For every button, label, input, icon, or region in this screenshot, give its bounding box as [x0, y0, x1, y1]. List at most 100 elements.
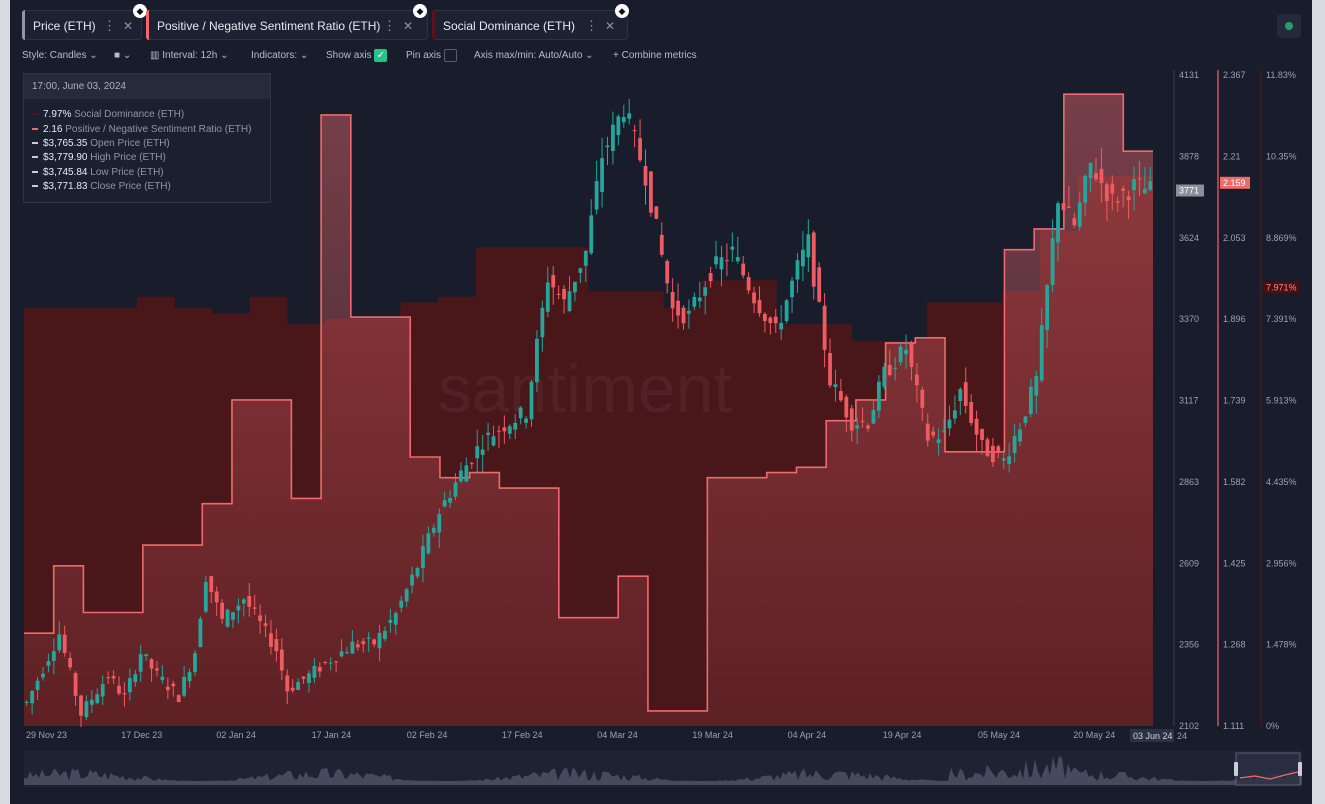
price-candle — [1050, 238, 1055, 285]
tab-price[interactable]: Price (ETH) ⋮ ✕ ◆ — [22, 4, 147, 40]
price-candle — [763, 313, 767, 321]
x-tick-label: 17 Jan 24 — [312, 730, 352, 740]
checkbox-empty-icon[interactable] — [443, 48, 457, 62]
price-candle — [350, 641, 355, 654]
price-candle — [497, 430, 501, 432]
price-candle — [89, 699, 94, 705]
navigator-selection — [1235, 752, 1301, 786]
price-candle — [1148, 181, 1153, 190]
more-options-icon[interactable]: ⋮ — [383, 18, 396, 33]
legend-label: Open Price (ETH) — [90, 138, 170, 149]
price-candle — [904, 349, 908, 355]
legend-row: $3,771.83 Close Price (ETH) — [32, 181, 171, 192]
price-candle — [882, 366, 887, 387]
price-candle — [415, 567, 420, 577]
price-candle — [252, 607, 257, 609]
price-candle — [1072, 218, 1077, 226]
price-candle — [1012, 436, 1017, 454]
dominance-tick-label: 7.391% — [1266, 314, 1297, 324]
price-candle — [345, 652, 349, 654]
range-navigator[interactable] — [24, 751, 1302, 787]
legend-value: 7.97% — [43, 109, 72, 120]
price-candle — [551, 275, 556, 288]
price-candle — [1007, 456, 1012, 465]
price-candle — [480, 449, 485, 455]
price-candle — [866, 425, 870, 429]
close-icon[interactable]: ✕ — [403, 19, 414, 33]
color-dropdown[interactable]: ■ ⌄ — [114, 46, 131, 66]
price-candle — [453, 482, 458, 497]
price-candle — [844, 396, 849, 418]
price-candle — [100, 684, 105, 697]
price-tick-label: 3370 — [1179, 314, 1199, 324]
price-candle — [746, 277, 751, 291]
price-candle — [388, 619, 393, 623]
price-candle — [513, 422, 518, 430]
price-candle — [225, 609, 230, 627]
tooltip-date: 17:00, June 03, 2024 — [24, 74, 270, 99]
sentiment-line — [24, 93, 1153, 712]
axis-maxmin-dropdown[interactable]: Axis max/min: Auto/Auto ⌄ — [474, 46, 594, 66]
price-candle — [665, 261, 670, 284]
price-candle — [589, 215, 594, 254]
price-candle — [974, 418, 979, 435]
pin-axis-label: Pin axis — [406, 50, 442, 61]
status-dot-icon — [1285, 22, 1293, 30]
price-candle — [176, 695, 181, 703]
ethereum-icon: ◆ — [133, 4, 147, 18]
price-candle — [459, 470, 463, 482]
indicators-dropdown[interactable]: Indicators: ⌄ — [251, 46, 308, 66]
price-candle — [491, 436, 496, 446]
sentiment-tick-label: 1.739 — [1223, 396, 1246, 406]
navigator-handle-left — [1234, 762, 1238, 776]
price-candle — [562, 289, 566, 300]
price-candle — [328, 662, 333, 664]
more-options-icon[interactable]: ⋮ — [103, 18, 116, 33]
price-candle — [567, 291, 572, 312]
price-candle — [632, 130, 637, 132]
volume-area — [24, 756, 1302, 785]
price-candle — [258, 615, 263, 622]
dominance-tick-label: 5.913% — [1266, 396, 1297, 406]
price-candle — [165, 686, 170, 691]
price-candle — [73, 673, 78, 696]
interval-dropdown[interactable]: ▥ Interval: 12h ⌄ — [150, 46, 228, 66]
price-candle — [475, 446, 480, 459]
price-candle — [583, 250, 588, 266]
price-candle — [990, 445, 995, 463]
price-candle — [285, 675, 290, 692]
combine-metrics-button[interactable]: + Combine metrics — [613, 46, 697, 66]
price-candle — [578, 268, 583, 273]
price-candle — [57, 634, 62, 651]
price-tick-label: 3878 — [1179, 151, 1199, 161]
price-candle — [752, 292, 756, 304]
price-candle — [643, 166, 648, 186]
plus-icon: + — [613, 50, 619, 61]
price-candle — [410, 574, 414, 586]
pin-axis-toggle[interactable]: Pin axis — [406, 46, 457, 66]
status-indicator[interactable] — [1277, 14, 1301, 38]
price-candle — [676, 300, 680, 316]
price-candle — [524, 418, 528, 423]
tab-color-bar — [22, 10, 25, 40]
close-icon[interactable]: ✕ — [123, 19, 134, 33]
tab-social-dominance[interactable]: Social Dominance (ETH) ⋮ ✕ ◆ — [432, 4, 629, 40]
checkmark-icon[interactable]: ✓ — [374, 48, 388, 62]
price-candle — [947, 419, 952, 429]
close-icon[interactable]: ✕ — [605, 19, 616, 33]
chart-canvas[interactable]: santiment 4131 3878 3624 3370 3117 2863 2609 23… — [10, 0, 1312, 804]
price-candle — [193, 653, 197, 673]
price-current-badge — [1176, 184, 1204, 197]
price-candle — [437, 514, 442, 533]
price-candle — [355, 644, 360, 648]
tab-sentiment-ratio[interactable]: Positive / Negative Sentiment Ratio (ETH… — [146, 4, 428, 40]
style-dropdown[interactable]: Style: Candles ⌄ — [22, 46, 98, 66]
sentiment-tick-label: 1.425 — [1223, 558, 1246, 568]
show-axis-toggle[interactable]: Show axis ✓ — [326, 46, 388, 66]
x-selected-badge — [1130, 729, 1174, 742]
price-candle — [1083, 175, 1088, 203]
price-candle — [621, 116, 626, 123]
price-candle — [860, 420, 865, 422]
more-options-icon[interactable]: ⋮ — [585, 18, 598, 33]
price-candle — [735, 257, 740, 262]
